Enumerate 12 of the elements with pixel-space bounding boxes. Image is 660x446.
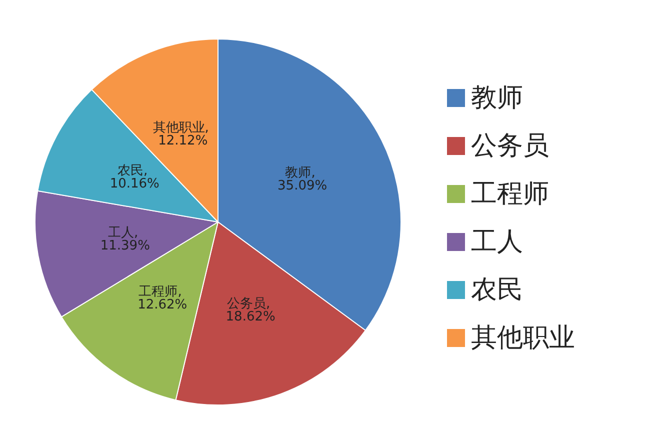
data-label: 公务员, 18.62% [226, 296, 276, 325]
data-label: 教师, 35.09% [278, 165, 328, 194]
legend-label: 工人 [471, 227, 523, 257]
data-label: 农民, 10.16% [110, 164, 160, 192]
legend-label: 工程师 [471, 179, 549, 209]
data-label: 工人, 11.39% [100, 226, 150, 254]
legend-label: 教师 [471, 83, 523, 113]
data-label: 其他职业, 12.12% [152, 120, 214, 148]
legend-label: 其他职业 [471, 323, 575, 353]
legend-label: 农民 [471, 275, 523, 305]
legend-label: 公务员 [471, 131, 549, 161]
data-label: 工程师, 12.62% [138, 284, 188, 312]
